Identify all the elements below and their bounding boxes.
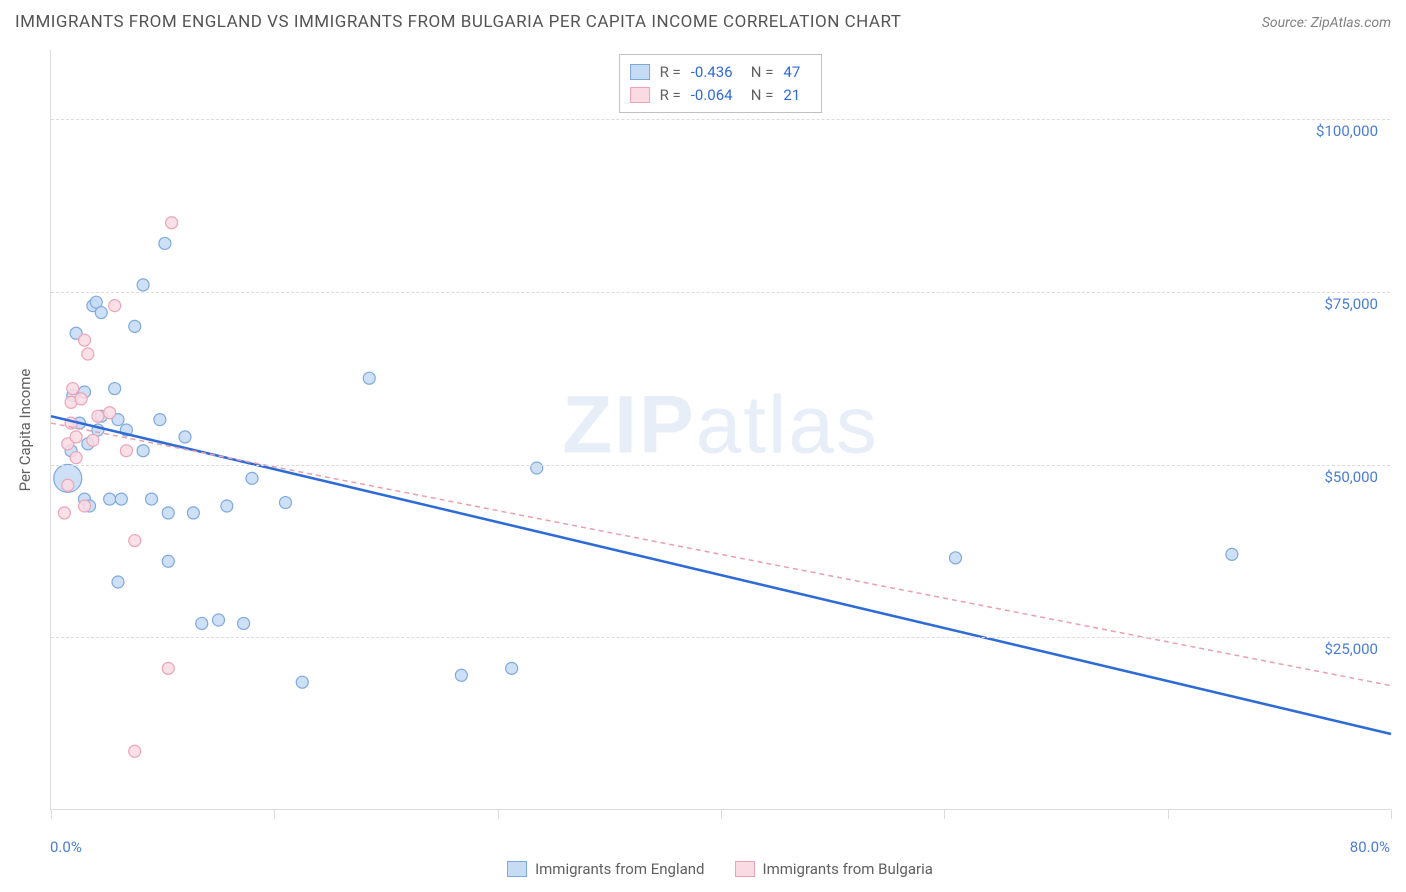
y-tick-label: $25,000 — [1324, 640, 1378, 658]
data-point — [154, 414, 166, 426]
source-attribution: Source: ZipAtlas.com — [1262, 15, 1391, 31]
data-point — [62, 479, 74, 491]
y-axis-title: Per Capita Income — [16, 369, 34, 492]
data-point — [109, 383, 121, 395]
legend-swatch — [630, 87, 650, 103]
data-point — [280, 497, 292, 509]
stats-row: R = -0.064 N = 21 — [630, 84, 812, 107]
data-point — [112, 576, 124, 588]
data-point — [75, 393, 87, 405]
legend-swatch — [507, 861, 527, 877]
legend-swatch — [630, 64, 650, 80]
data-point — [82, 348, 94, 360]
legend-label: Immigrants from England — [535, 860, 704, 878]
data-point — [162, 507, 174, 519]
data-point — [455, 669, 467, 681]
data-point — [109, 300, 121, 312]
data-point — [67, 383, 79, 395]
data-point — [129, 535, 141, 547]
legend-item: Immigrants from Bulgaria — [735, 860, 933, 878]
r-label: R = — [660, 61, 681, 84]
data-point — [146, 493, 158, 505]
legend-swatch — [735, 861, 755, 877]
data-point — [137, 279, 149, 291]
data-point — [70, 452, 82, 464]
plot-area: ZIPatlas R =-0.436N =47R =-0.064N =21 $2… — [50, 50, 1390, 810]
x-tick — [944, 809, 945, 819]
gridline-horizontal — [51, 119, 1390, 120]
data-point — [213, 614, 225, 626]
data-point — [115, 493, 127, 505]
x-tick — [51, 809, 52, 819]
data-point — [120, 445, 132, 457]
n-label: N = — [751, 84, 774, 107]
gridline-horizontal — [51, 637, 1390, 638]
gridline-horizontal — [51, 292, 1390, 293]
y-tick-label: $75,000 — [1324, 295, 1378, 313]
data-point — [95, 307, 107, 319]
data-point — [221, 500, 233, 512]
n-value: 47 — [783, 61, 811, 84]
y-tick-label: $100,000 — [1316, 122, 1378, 140]
data-point — [104, 493, 116, 505]
x-tick — [721, 809, 722, 819]
r-label: R = — [660, 84, 681, 107]
data-point — [950, 552, 962, 564]
scatter-chart-svg — [51, 50, 1390, 809]
data-point — [246, 472, 258, 484]
trend-line — [51, 423, 1391, 686]
data-point — [363, 372, 375, 384]
correlation-stats-legend: R = -0.436 N = 47 R = -0.064 N = 21 — [619, 54, 823, 113]
data-point — [166, 217, 178, 229]
data-point — [1226, 548, 1238, 560]
r-value: -0.436 — [691, 61, 741, 84]
data-point — [58, 507, 70, 519]
data-point — [159, 237, 171, 249]
data-point — [162, 662, 174, 674]
data-point — [79, 334, 91, 346]
data-point — [129, 320, 141, 332]
data-point — [162, 555, 174, 567]
chart-title: IMMIGRANTS FROM ENGLAND VS IMMIGRANTS FR… — [15, 12, 901, 32]
data-point — [179, 431, 191, 443]
data-point — [187, 507, 199, 519]
data-point — [79, 500, 91, 512]
data-point — [92, 410, 104, 422]
plot-container: Per Capita Income ZIPatlas R =-0.436N =4… — [50, 50, 1390, 810]
x-tick — [1391, 809, 1392, 819]
legend-label: Immigrants from Bulgaria — [763, 860, 933, 878]
data-point — [70, 431, 82, 443]
n-value: 21 — [783, 84, 811, 107]
x-tick — [498, 809, 499, 819]
x-tick — [1168, 809, 1169, 819]
y-tick-label: $50,000 — [1324, 468, 1378, 486]
series-legend: Immigrants from England Immigrants from B… — [50, 860, 1390, 878]
data-point — [104, 407, 116, 419]
data-point — [506, 662, 518, 674]
n-label: N = — [751, 61, 774, 84]
x-axis-min-label: 0.0% — [50, 838, 82, 856]
legend-item: Immigrants from England — [507, 860, 704, 878]
x-tick — [274, 809, 275, 819]
x-axis-max-label: 80.0% — [1350, 838, 1390, 856]
r-value: -0.064 — [691, 84, 741, 107]
data-point — [87, 434, 99, 446]
data-point — [296, 676, 308, 688]
stats-row: R = -0.436 N = 47 — [630, 61, 812, 84]
data-point — [196, 617, 208, 629]
data-point — [129, 745, 141, 757]
data-point — [238, 617, 250, 629]
data-point — [137, 445, 149, 457]
gridline-horizontal — [51, 465, 1390, 466]
